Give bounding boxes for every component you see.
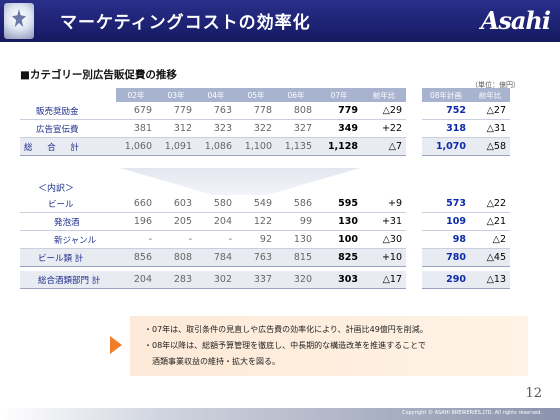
arrow-right-icon: [110, 336, 122, 354]
col-header: 05年: [236, 88, 276, 102]
page-title: マーケティングコストの効率化: [60, 13, 311, 33]
unit-label: （単位：億円）: [471, 81, 520, 89]
col-header: 08年計画: [422, 88, 470, 102]
table-total-row: 総合酒類部門 計 204 283 302 337 320 303 △17 290…: [20, 271, 510, 289]
col-header: 前年比: [470, 88, 510, 102]
col-header: 07年: [316, 88, 362, 102]
header-bar: マーケティングコストの効率化 Asahi: [0, 0, 560, 42]
breakdown-funnel-shape: [120, 168, 360, 196]
col-header: 02年: [116, 88, 156, 102]
table-row: 発泡酒 196 205 204 122 99 130 +31 109 △21: [20, 212, 510, 231]
page-number: 12: [525, 386, 542, 401]
summary-note: ・07年は、取引条件の見直しや広告費の効率化により、計画比49億円を削減。 ・0…: [130, 316, 528, 376]
cost-table-main: 02年 03年 04年 05年 06年 07年 前年比 08年計画 前年比 販売…: [20, 88, 510, 156]
note-line: ・08年以降は、総額予算管理を徹底し、中長期的な構造改革を推進することで: [144, 341, 426, 350]
col-header: 06年: [276, 88, 316, 102]
table-row: 新ジャンル - - - 92 130 100 △30 98 △2: [20, 230, 510, 249]
col-header: 前年比: [362, 88, 406, 102]
table-header-row: 02年 03年 04年 05年 06年 07年 前年比 08年計画 前年比: [20, 88, 510, 102]
section-title: ■カテゴリー別広告販促費の推移: [20, 69, 177, 81]
copyright-text: Copyright © ASAHI BREWERIES,LTD. All rig…: [401, 410, 542, 416]
cost-table-breakdown: ビール 660 603 580 549 586 595 +9 573 △22 発…: [20, 195, 510, 289]
brand-emblem-icon: [4, 3, 34, 39]
col-header: 03年: [156, 88, 196, 102]
note-line: ・07年は、取引条件の見直しや広告費の効率化により、計画比49億円を削減。: [144, 325, 428, 334]
note-line: 酒類事業収益の維持・拡大を図る。: [144, 357, 280, 366]
breakdown-label: ＜内訳＞: [38, 184, 75, 194]
table-total-row: ビール類 計 856 808 784 763 815 825 +10 780 △…: [20, 248, 510, 267]
asahi-logo: Asahi: [480, 6, 551, 35]
table-row: ビール 660 603 580 549 586 595 +9 573 △22: [20, 195, 510, 213]
table-row: 広告宣伝費 381 312 323 322 327 349 +22 318 △3…: [20, 119, 510, 138]
col-header: 04年: [196, 88, 236, 102]
footer-bar: Copyright © ASAHI BREWERIES,LTD. All rig…: [0, 408, 560, 420]
table-row: 販売奨励金 679 779 763 778 808 779 △29 752 △2…: [20, 102, 510, 120]
table-total-row: 総 合 計 1,060 1,091 1,086 1,100 1,135 1,12…: [20, 137, 510, 156]
